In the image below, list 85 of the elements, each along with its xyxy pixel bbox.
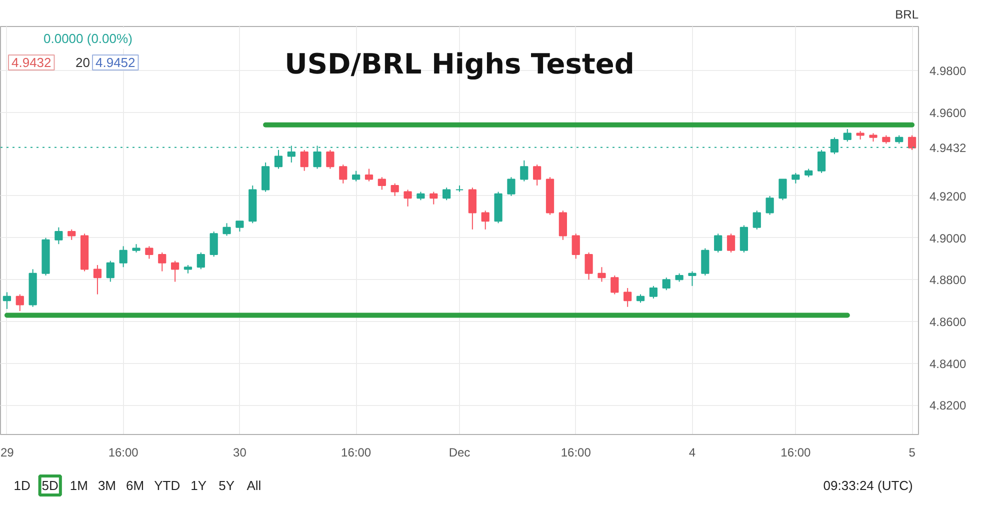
candlestick <box>145 246 154 260</box>
candlestick <box>507 176 516 196</box>
candlestick <box>662 277 670 291</box>
text: 1Y <box>190 478 207 493</box>
candlestick <box>701 248 710 276</box>
candlestick <box>262 162 270 192</box>
candlestick <box>766 195 774 216</box>
candlestick <box>726 233 736 253</box>
candlestick <box>106 260 114 282</box>
candlestick <box>326 149 334 170</box>
candlestick <box>688 270 696 286</box>
y-tick-label: 4.8200 <box>930 398 967 413</box>
x-tick-label: 4 <box>688 446 696 460</box>
candlestick <box>158 252 166 272</box>
text: BRL <box>895 8 919 22</box>
text: 1M <box>70 478 88 493</box>
candlestick <box>843 128 852 142</box>
candlestick <box>649 285 658 299</box>
candlestick <box>222 222 231 236</box>
candlestick <box>170 260 180 282</box>
candlestick <box>624 288 632 308</box>
text: All <box>246 478 262 493</box>
x-tick-label: 29 <box>0 446 14 460</box>
candlestick <box>481 210 490 230</box>
text: 3M <box>98 478 116 493</box>
y-tick-label: 4.9600 <box>930 106 967 120</box>
candlestick <box>196 252 205 270</box>
candlestick <box>236 220 244 232</box>
y-tick-label: 4.8800 <box>930 273 967 288</box>
y-tick-label: 4.8400 <box>930 356 967 371</box>
candlestick <box>610 274 619 295</box>
candlestick <box>300 149 308 172</box>
annotation: 4.9432 <box>12 55 52 70</box>
candlestick <box>93 264 102 295</box>
candlestick <box>584 252 593 280</box>
y-tick-label: 4.9800 <box>930 64 967 78</box>
x-tick-label: 5 <box>908 446 916 460</box>
candlestick <box>68 228 76 240</box>
y-tick-label: 4.8600 <box>930 315 967 330</box>
candlestick <box>598 266 606 282</box>
text: 5D <box>42 478 58 493</box>
candlestick <box>378 176 386 190</box>
candlestick <box>740 224 748 253</box>
candlestick <box>442 187 451 201</box>
ref-line-label: 4.9432 <box>930 140 967 155</box>
y-tick-label: 4.9000 <box>930 231 967 246</box>
text: 1D <box>14 478 30 493</box>
candlestick <box>908 134 916 150</box>
annotation: 20 <box>76 55 90 70</box>
y-tick-label: 4.9200 <box>930 189 967 204</box>
x-tick-label: 30 <box>233 446 247 460</box>
candlestick <box>390 182 399 196</box>
candlestick <box>752 210 761 230</box>
candlestick <box>520 160 528 182</box>
x-tick-label: 16:00 <box>560 446 592 460</box>
text: 6M <box>126 478 144 493</box>
candlestick <box>572 233 580 260</box>
candlestick <box>817 149 826 174</box>
annotation: 0.0000 (0.00%) <box>44 31 132 46</box>
candlestick <box>533 164 542 186</box>
text: 5Y <box>218 478 235 493</box>
candlestick <box>54 226 63 245</box>
annotation: 4.9452 <box>96 55 136 70</box>
candlestick <box>792 172 800 184</box>
x-tick-label: 16:00 <box>780 446 812 460</box>
x-tick-label: 16:00 <box>341 446 372 460</box>
candlestick <box>404 189 412 207</box>
candlestick <box>714 233 722 253</box>
candlestick <box>274 149 283 170</box>
candlestick <box>2 292 12 310</box>
candlestick <box>430 191 438 205</box>
candlestick <box>352 170 360 182</box>
candlestick <box>16 294 24 312</box>
text: 09:33:24 (UTC) <box>823 478 913 493</box>
x-tick-label: Dec <box>448 446 470 460</box>
x-tick-label: 16:00 <box>108 446 139 460</box>
text: YTD <box>154 478 180 493</box>
candlestick <box>468 187 476 230</box>
candlestick <box>339 164 348 184</box>
candlestick <box>210 231 218 258</box>
candlestick <box>558 210 567 240</box>
candlestick <box>364 168 374 182</box>
text: USD/BRL Highs Tested <box>284 48 634 80</box>
candlestick <box>119 246 128 268</box>
candlestick <box>778 178 787 201</box>
